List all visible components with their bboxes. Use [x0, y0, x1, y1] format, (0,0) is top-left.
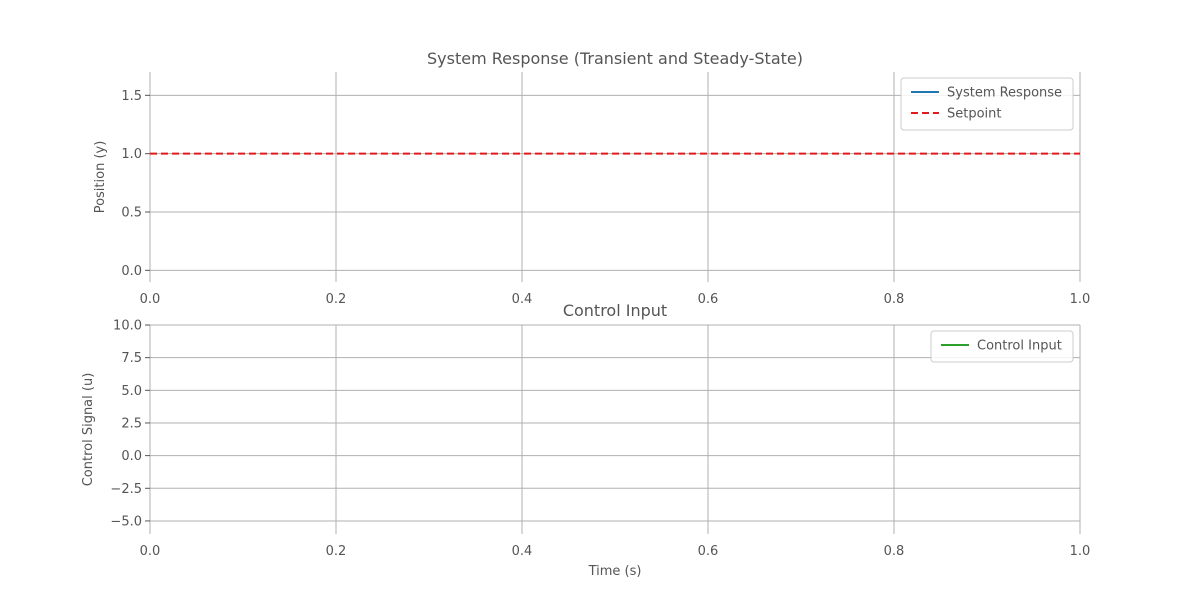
legend-label: Control Input	[977, 339, 1062, 354]
plot-title: Control Input	[563, 301, 667, 320]
x-tick-label: 0.0	[140, 292, 161, 307]
x-axis-label: Time (s)	[588, 564, 642, 579]
x-tick-label: 0.6	[698, 544, 719, 559]
y-axis-label: Position (y)	[93, 141, 108, 214]
x-tick-label: 0.8	[884, 292, 905, 307]
legend-label: System Response	[947, 86, 1062, 101]
x-tick-label: 1.0	[1070, 544, 1091, 559]
y-tick-label: 2.5	[121, 416, 142, 431]
legend-box	[930, 330, 1074, 363]
x-tick-label: 0.2	[326, 292, 347, 307]
y-tick-label: 0.0	[121, 264, 142, 279]
y-tick-label: 7.5	[121, 351, 142, 366]
legend-box	[900, 77, 1074, 131]
x-tick-label: 0.4	[512, 292, 533, 307]
x-tick-label: 1.0	[1070, 292, 1091, 307]
x-tick-label: 0.6	[698, 292, 719, 307]
y-tick-label: 1.5	[121, 89, 142, 104]
y-tick-label: −2.5	[110, 482, 142, 497]
y-tick-label: 0.0	[121, 449, 142, 464]
legend-label: Setpoint	[947, 107, 1002, 122]
y-tick-label: 10.0	[113, 319, 142, 334]
x-tick-label: 0.4	[512, 544, 533, 559]
x-tick-label: 0.0	[140, 544, 161, 559]
y-tick-label: 1.0	[121, 147, 142, 162]
plot-title: System Response (Transient and Steady-St…	[427, 49, 803, 68]
x-tick-label: 0.2	[326, 544, 347, 559]
y-axis-label: Control Signal (u)	[81, 373, 96, 487]
y-tick-label: −5.0	[110, 514, 142, 529]
x-tick-label: 0.8	[884, 544, 905, 559]
y-tick-label: 0.5	[121, 206, 142, 221]
y-tick-label: 5.0	[121, 384, 142, 399]
